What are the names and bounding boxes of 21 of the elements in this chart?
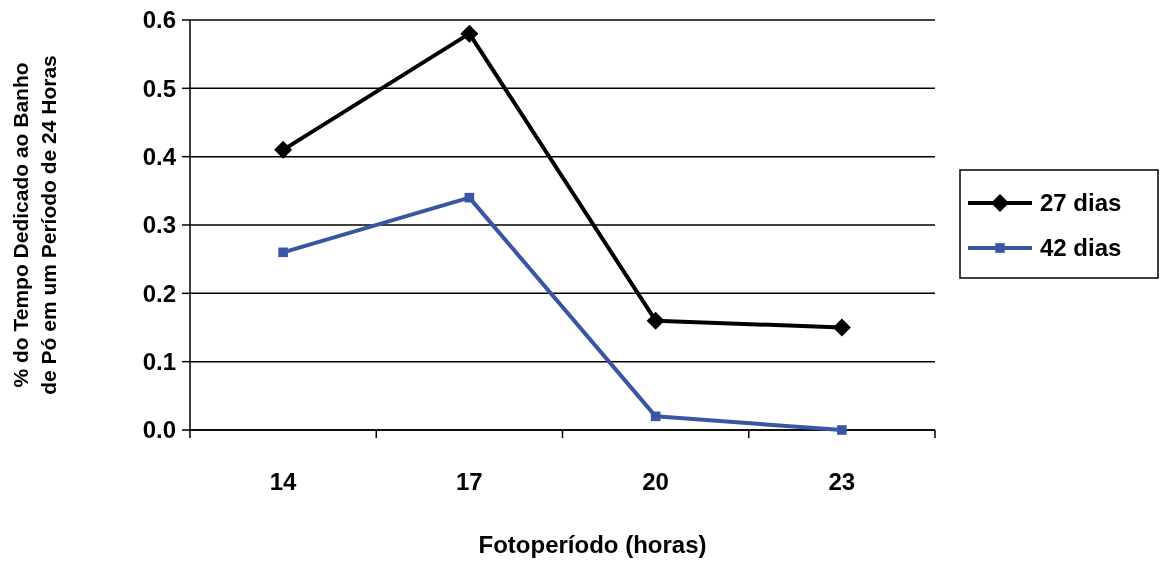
point bbox=[274, 140, 293, 159]
x-tick-label: 20 bbox=[642, 468, 669, 495]
y-tick-label: 0.5 bbox=[142, 74, 176, 102]
point bbox=[837, 425, 847, 435]
x-tick-label: 23 bbox=[828, 468, 856, 495]
y-tick-label: 0.0 bbox=[142, 416, 176, 444]
y-axis-title: % do Tempo Dedicado ao Banho de Pó em um Período de 24 Horas bbox=[9, 55, 60, 395]
y-tick-label: 0.3 bbox=[142, 211, 176, 239]
y-tick-label: 0.4 bbox=[142, 143, 177, 171]
y-tick-label: 0.1 bbox=[142, 348, 176, 376]
y-tick-label: 0.2 bbox=[142, 279, 176, 307]
x-tick-label: 17 bbox=[456, 468, 483, 495]
legend-label: 42 dias bbox=[1040, 234, 1122, 262]
point bbox=[646, 311, 665, 330]
x-axis-title: Fotoperíodo (horas) bbox=[478, 531, 707, 558]
x-tick-label: 14 bbox=[269, 468, 298, 495]
point bbox=[278, 247, 288, 258]
point bbox=[832, 318, 851, 337]
point bbox=[460, 24, 479, 43]
legend-label: 27 dias bbox=[1040, 189, 1122, 217]
y-tick-label: 0.6 bbox=[142, 6, 176, 34]
